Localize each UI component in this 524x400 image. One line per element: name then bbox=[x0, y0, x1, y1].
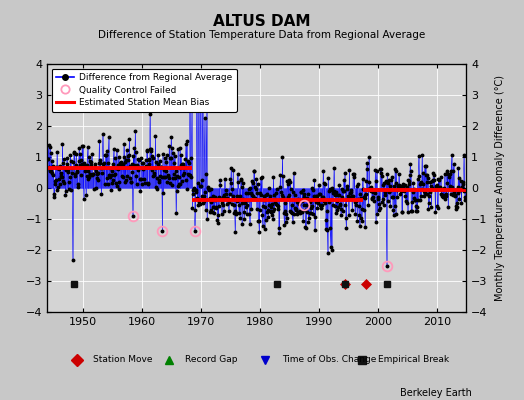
Text: Time of Obs. Change: Time of Obs. Change bbox=[282, 356, 376, 364]
Text: Record Gap: Record Gap bbox=[185, 356, 238, 364]
Text: Empirical Break: Empirical Break bbox=[378, 356, 450, 364]
Text: Difference of Station Temperature Data from Regional Average: Difference of Station Temperature Data f… bbox=[99, 30, 425, 40]
Text: ALTUS DAM: ALTUS DAM bbox=[213, 14, 311, 29]
Text: Station Move: Station Move bbox=[93, 356, 153, 364]
Y-axis label: Monthly Temperature Anomaly Difference (°C): Monthly Temperature Anomaly Difference (… bbox=[495, 75, 505, 301]
Text: Berkeley Earth: Berkeley Earth bbox=[400, 388, 472, 398]
Legend: Difference from Regional Average, Quality Control Failed, Estimated Station Mean: Difference from Regional Average, Qualit… bbox=[52, 68, 236, 112]
